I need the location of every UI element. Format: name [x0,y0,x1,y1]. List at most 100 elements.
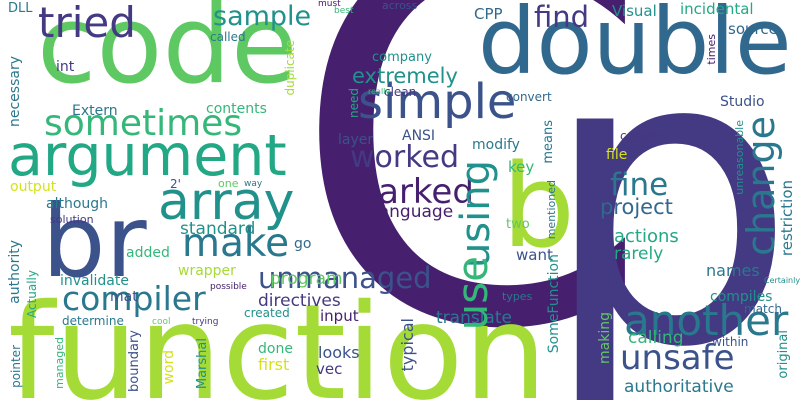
word-incidental: incidental [680,0,754,18]
word-modify: modify [472,137,520,153]
word-p: p [540,0,798,400]
word-extremely: extremely [352,64,458,88]
word-use: use [448,256,497,331]
word-project: project [600,195,673,219]
word-contents: contents [206,101,267,117]
word-cool: cool [152,317,171,327]
word-one: one [218,177,239,190]
word-actually: Actually [25,270,39,319]
word-managed: managed [53,337,66,389]
word-output: output [10,179,57,195]
word-pointer: pointer [9,345,23,388]
word-necessary: necessary [7,56,23,128]
word-convert: convert [506,90,552,104]
word-added: added [126,245,170,261]
word-company: company [372,50,432,65]
word-although: although [46,196,109,212]
word-authority: authority [7,240,23,304]
word-standard: standard [180,219,256,239]
word-language: language [374,202,454,222]
word-int: int [56,59,75,75]
word-means: means [541,120,556,164]
word-visual: Visual [612,2,657,20]
word-vec: vec [316,360,343,378]
word-make: make [182,221,290,266]
word-need: need [347,88,361,118]
word-change: change [739,116,783,256]
word-across: across [382,0,418,12]
word-worked: worked [350,140,460,175]
word-function: function [8,276,548,400]
word-actions: actions [614,226,679,247]
word-directives: directives [258,291,341,311]
word-complex: complex [620,129,671,143]
word-extern: Extern [72,103,118,119]
word-clean: clean [384,85,417,99]
word-mat: mat [110,289,138,305]
word-tried: tried [38,0,136,47]
word-dll: DLL [8,1,33,16]
word-file: file [606,147,628,163]
word-cpp: CPP [474,5,503,23]
word-key: key [508,158,535,176]
word-using: using [453,160,499,269]
word-match: match [744,302,782,316]
word-looks: looks [318,343,360,362]
word-within: within [712,335,749,349]
word-two: two [506,217,530,232]
word-double: double [478,0,792,95]
word-somefunction: SomeFunction [546,254,562,354]
word-b: b [502,140,575,274]
word-must: must [318,0,341,9]
word-names: names [706,261,760,280]
word-unmanaged: unmanaged [258,261,432,295]
word-compiler: compiler [62,279,206,318]
word-trying: trying [192,317,219,327]
word-mentioned: mentioned [545,180,558,240]
word-find: find [534,0,590,34]
word-want: want [516,246,553,264]
word-duplicate: duplicate [283,40,297,96]
word-making: making [597,312,613,364]
word-really: really [368,87,391,96]
word-input: input [320,307,359,325]
word-word: word [161,350,177,385]
word-marked: marked [345,172,474,212]
word-determine: determine [62,314,124,328]
word-best: best [334,6,354,16]
word-unreasonable: unreasonable [733,120,746,195]
word-called: called [210,30,246,44]
word-source: source [728,20,778,38]
word-original: original [776,330,791,379]
word-possible: possible [210,282,247,292]
word-array: array [158,172,295,232]
word-types: types [502,290,533,303]
word-go: go [294,236,312,252]
word-fine: fine [610,167,669,203]
word-another: another [624,296,789,345]
word-sample: sample [213,1,312,32]
word-calling: calling [628,328,684,348]
word-unsafe: unsafe [620,338,735,378]
word-translate: translate [436,308,512,328]
word-two-sq: 2' [170,177,181,191]
word-argument: argument [8,123,287,189]
word-marshal: Marshal [195,338,210,390]
word-program: program [270,269,343,289]
word-typical: typical [398,318,417,372]
word-layer: layer [338,132,374,148]
word-ansi: ANSI [402,128,436,144]
word-way: way [244,179,263,189]
word-solution: solution [50,213,94,226]
word-wrapper: wrapper [178,263,236,279]
word-done: done [258,341,293,357]
word-created: created [244,306,290,320]
word-studio: Studio [720,94,765,110]
word-first: first [258,355,290,374]
word-boundary: boundary [127,330,142,392]
word-times: times [705,34,718,65]
word-compiles: compiles [710,289,773,305]
word-code: code [37,0,298,108]
word-restriction: restriction [778,180,796,257]
